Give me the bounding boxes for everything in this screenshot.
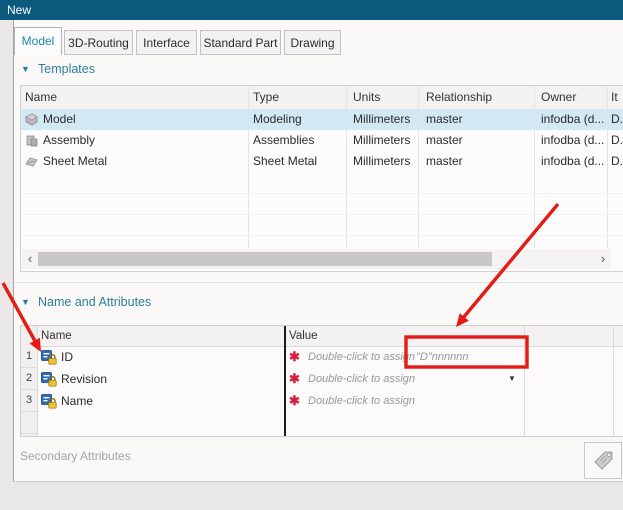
locked-attribute-icon xyxy=(41,371,57,392)
templates-table: Name Type Units Relationship Owner It Mo… xyxy=(20,85,623,272)
column-separator-line xyxy=(284,326,286,436)
secondary-attributes-tag-button[interactable] xyxy=(584,442,622,479)
cell-type: Assemblies xyxy=(253,133,315,147)
tab-drawing-label: Drawing xyxy=(290,36,335,50)
tab-model[interactable]: Model xyxy=(14,27,62,55)
grid-line xyxy=(613,326,614,436)
tab-standard-part[interactable]: Standard Part xyxy=(200,30,281,55)
cell-type: Modeling xyxy=(253,112,302,126)
attributes-table-header: Name Value xyxy=(21,326,623,347)
attributes-section-title: Name and Attributes xyxy=(38,295,152,309)
grid-line xyxy=(21,235,623,236)
col-header-owner[interactable]: Owner xyxy=(541,90,577,104)
row-number: 2 xyxy=(21,368,37,390)
cell-name: Sheet Metal xyxy=(43,154,108,168)
value-placeholder[interactable]: Double-click to assign xyxy=(308,351,415,363)
attribute-row-name[interactable]: 3 Name ✱ Double-click to assign xyxy=(21,390,623,412)
grid-line xyxy=(248,86,249,248)
cell-itemtype: D... xyxy=(611,133,623,147)
revision-dropdown-icon[interactable]: ▼ xyxy=(508,374,516,383)
scrollbar-thumb[interactable] xyxy=(38,252,492,266)
cell-units: Millimeters xyxy=(353,133,411,147)
cell-name: Assembly xyxy=(43,133,96,147)
scroll-right-icon[interactable]: › xyxy=(600,251,606,266)
attr-col-header-value: Value xyxy=(289,330,318,342)
template-row-assembly[interactable]: Assembly Assemblies Millimeters master i… xyxy=(21,130,623,151)
cell-units: Millimeters xyxy=(353,154,411,168)
secondary-attributes-label: Secondary Attributes xyxy=(20,449,131,463)
attr-name: Name xyxy=(61,394,94,408)
required-marker-icon: ✱ xyxy=(289,371,300,386)
cell-itemtype: D... xyxy=(611,112,623,126)
required-marker-icon: ✱ xyxy=(289,393,300,408)
templates-collapse-icon[interactable]: ▼ xyxy=(21,64,30,74)
template-row-model[interactable]: Model Modeling Millimeters master infodb… xyxy=(21,109,623,130)
grid-line xyxy=(607,86,608,248)
cell-relationship: master xyxy=(426,133,463,147)
cell-type: Sheet Metal xyxy=(253,154,318,168)
tab-3d-routing-label: 3D-Routing xyxy=(68,36,129,50)
attributes-table: Name Value 1 ID ✱ Double-click to assign… xyxy=(20,325,623,437)
grid-line xyxy=(21,214,623,215)
template-row-sheet-metal[interactable]: Sheet Metal Sheet Metal Millimeters mast… xyxy=(21,151,623,172)
assembly-icon xyxy=(24,133,39,153)
col-header-name[interactable]: Name xyxy=(25,90,58,104)
col-header-relationship[interactable]: Relationship xyxy=(426,90,493,104)
model-part-icon xyxy=(24,112,39,132)
cell-relationship: master xyxy=(426,112,463,126)
templates-hscrollbar[interactable]: ‹ › xyxy=(22,249,611,269)
attr-col-header-name: Name xyxy=(41,330,72,342)
locked-attribute-icon xyxy=(41,393,57,414)
attribute-row-revision[interactable]: 2 Revision ✱ Double-click to assign ▼ xyxy=(21,368,623,390)
tab-3d-routing[interactable]: 3D-Routing xyxy=(64,30,133,55)
grid-line xyxy=(346,86,347,248)
tab-interface[interactable]: Interface xyxy=(136,30,197,55)
cell-owner: infodba (d... xyxy=(541,133,605,147)
tab-drawing[interactable]: Drawing xyxy=(284,30,341,55)
section-divider xyxy=(14,282,623,283)
col-header-units[interactable]: Units xyxy=(353,90,381,104)
cell-owner: infodba (d... xyxy=(541,154,605,168)
cell-units: Millimeters xyxy=(353,112,411,126)
tab-model-label: Model xyxy=(21,34,55,48)
grid-line xyxy=(21,193,623,194)
window-title: New xyxy=(7,3,32,17)
tag-icon xyxy=(591,448,616,478)
templates-section-title: Templates xyxy=(38,62,95,76)
value-placeholder[interactable]: Double-click to assign xyxy=(308,395,415,407)
tab-standard-part-label: Standard Part xyxy=(203,36,278,50)
cell-owner: infodba (d... xyxy=(541,112,605,126)
cell-name: Model xyxy=(43,112,76,126)
grid-line xyxy=(534,86,535,248)
cell-relationship: master xyxy=(426,154,463,168)
value-placeholder[interactable]: Double-click to assign xyxy=(308,373,415,385)
grid-line xyxy=(524,326,525,436)
row-number: 1 xyxy=(21,346,37,368)
tab-interface-label: Interface xyxy=(143,36,190,50)
attribute-row-empty xyxy=(21,412,623,434)
required-marker-icon: ✱ xyxy=(289,349,300,364)
window-titlebar: New xyxy=(0,0,623,20)
attribute-row-id[interactable]: 1 ID ✱ Double-click to assign "D"nnnnnn xyxy=(21,346,623,368)
attributes-collapse-icon[interactable]: ▼ xyxy=(21,297,30,307)
attr-name: Revision xyxy=(61,372,108,386)
templates-table-header: Name Type Units Relationship Owner It xyxy=(21,86,623,110)
cell-itemtype: D... xyxy=(611,154,623,168)
locked-attribute-icon xyxy=(41,349,57,370)
row-number: 3 xyxy=(21,390,37,412)
col-header-itemtype[interactable]: It xyxy=(611,90,618,104)
attr-name: ID xyxy=(61,350,73,364)
grid-line xyxy=(418,86,419,248)
sheet-metal-icon xyxy=(24,154,39,174)
scroll-left-icon[interactable]: ‹ xyxy=(27,251,33,266)
col-header-type[interactable]: Type xyxy=(253,90,280,104)
id-pattern-hint: "D"nnnnnn xyxy=(416,351,469,363)
